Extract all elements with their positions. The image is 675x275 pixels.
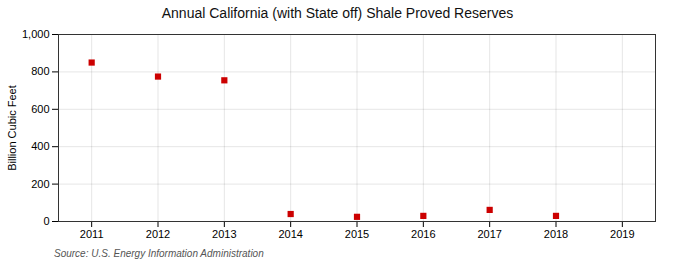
svg-text:2012: 2012 xyxy=(146,228,170,240)
html-text:Annual California (with State: Annual California (with State off) Shale… xyxy=(161,5,514,21)
svg-text:1,000: 1,000 xyxy=(22,28,50,40)
svg-text:2016: 2016 xyxy=(411,228,435,240)
svg-text:2017: 2017 xyxy=(477,228,501,240)
svg-text:2019: 2019 xyxy=(610,228,634,240)
svg-text:0: 0 xyxy=(43,215,49,227)
svg-text:400: 400 xyxy=(31,140,49,152)
svg-text:200: 200 xyxy=(31,178,49,190)
svg-text:2014: 2014 xyxy=(278,228,302,240)
svg-text:2018: 2018 xyxy=(544,228,568,240)
svg-text:2011: 2011 xyxy=(80,228,104,240)
svg-text:800: 800 xyxy=(31,65,49,77)
svg-text:2015: 2015 xyxy=(345,228,369,240)
html-text:Source: U.S. Energy Informatio: Source: U.S. Energy Information Administ… xyxy=(54,248,264,259)
svg-text:Billion Cubic Feet: Billion Cubic Feet xyxy=(6,85,18,171)
svg-text:600: 600 xyxy=(31,103,49,115)
svg-text:2013: 2013 xyxy=(212,228,236,240)
